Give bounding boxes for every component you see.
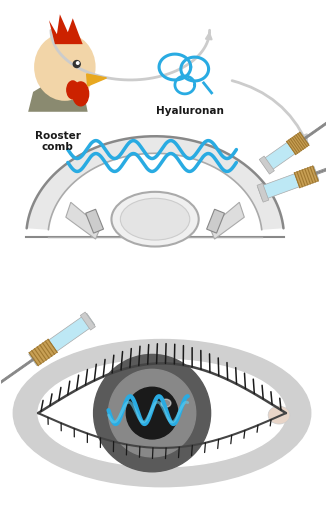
Ellipse shape bbox=[13, 340, 311, 487]
Polygon shape bbox=[210, 203, 244, 239]
Ellipse shape bbox=[94, 355, 211, 472]
Polygon shape bbox=[87, 75, 107, 87]
Polygon shape bbox=[294, 167, 318, 188]
Polygon shape bbox=[261, 133, 309, 173]
Ellipse shape bbox=[73, 62, 80, 68]
Polygon shape bbox=[258, 167, 319, 201]
Polygon shape bbox=[257, 184, 269, 203]
Polygon shape bbox=[207, 210, 224, 234]
Ellipse shape bbox=[268, 407, 290, 424]
Text: Rooster
comb: Rooster comb bbox=[35, 130, 81, 152]
Polygon shape bbox=[80, 313, 95, 330]
Ellipse shape bbox=[73, 83, 89, 107]
Polygon shape bbox=[29, 314, 95, 366]
Text: Hyaluronan: Hyaluronan bbox=[156, 106, 224, 116]
Polygon shape bbox=[49, 15, 83, 45]
Ellipse shape bbox=[34, 34, 95, 102]
Ellipse shape bbox=[77, 63, 79, 65]
Ellipse shape bbox=[126, 387, 178, 439]
Polygon shape bbox=[28, 78, 88, 113]
Ellipse shape bbox=[161, 399, 171, 408]
Ellipse shape bbox=[112, 192, 199, 247]
Polygon shape bbox=[259, 157, 274, 175]
Ellipse shape bbox=[38, 360, 286, 467]
Ellipse shape bbox=[120, 199, 190, 240]
Polygon shape bbox=[29, 339, 57, 366]
Polygon shape bbox=[27, 137, 284, 230]
Ellipse shape bbox=[109, 370, 196, 457]
Polygon shape bbox=[287, 133, 309, 155]
Polygon shape bbox=[86, 210, 104, 234]
Ellipse shape bbox=[67, 82, 79, 99]
Polygon shape bbox=[66, 203, 100, 239]
